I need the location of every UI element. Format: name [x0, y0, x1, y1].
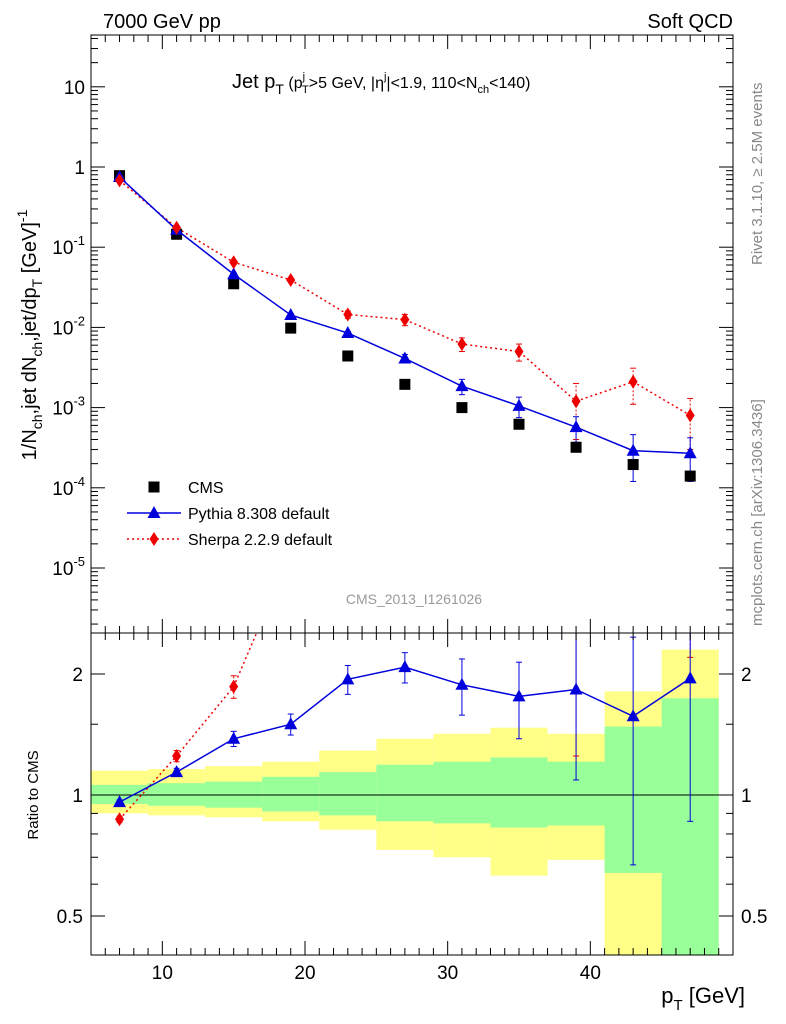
- y-tick-label: 10-2: [52, 313, 85, 339]
- pythia-ratio-point: [512, 689, 526, 702]
- pythia-point: [626, 443, 640, 456]
- main-plot-panel: 10 1 10-1 10-2 10-3 10-4 10-5 Jet pT (pj T>5 Ge…: [14, 34, 734, 634]
- ratio-plot-frame: [90, 632, 734, 956]
- sherpa-point: [286, 272, 296, 287]
- sherpa-ratio-point: [686, 484, 695, 498]
- ratio-band-inner: [148, 783, 206, 806]
- ratio-y-axis-label: Ratio to CMS: [25, 750, 42, 839]
- cms-point: [570, 441, 582, 453]
- sherpa-point: [172, 220, 182, 235]
- ratio-plot-panel: 0.5 0.5 1 1 2 2 10 20 30 40 Ratio to CMS: [25, 464, 767, 984]
- sherpa-point: [571, 394, 581, 409]
- y-tick-label: 1: [74, 158, 85, 179]
- sherpa-point: [628, 374, 638, 389]
- y-tick-label: 10: [64, 78, 85, 99]
- legend-marker: [149, 532, 159, 546]
- cms-point: [456, 402, 468, 414]
- ratio-y-tick-label-right: 2: [741, 665, 752, 686]
- analysis-label: CMS_2013_I1261026: [346, 591, 482, 607]
- sherpa-ratio-point: [172, 749, 182, 764]
- pythia-point: [683, 446, 697, 459]
- pythia-ratio-point: [626, 709, 640, 722]
- energy-label: 7000 GeV pp: [103, 11, 221, 33]
- sherpa-ratio-point: [115, 812, 125, 827]
- y-tick-label: 10-1: [52, 233, 85, 259]
- cms-point: [228, 278, 240, 290]
- x-tick-label: 20: [294, 963, 315, 984]
- y-tick-label: 10-5: [52, 554, 85, 580]
- pythia-point: [227, 267, 241, 280]
- ratio-band-inner: [319, 772, 377, 816]
- ratio-y-tick-label: 1: [72, 786, 83, 807]
- pythia-point: [512, 398, 526, 411]
- cms-point: [399, 378, 411, 390]
- x-tick-label: 10: [152, 963, 173, 984]
- rivet-label: Rivet 3.1.10, ≥ 2.5M events: [749, 83, 766, 266]
- sherpa-point: [229, 255, 239, 270]
- pythia-ratio-point: [569, 682, 583, 695]
- pythia-point: [284, 307, 298, 320]
- pythia-point: [341, 326, 355, 339]
- sherpa-ratio-point: [400, 464, 409, 478]
- legend: CMS Pythia 8.308 default Sherpa 2.2.9 defa…: [127, 480, 333, 549]
- sherpa-point: [343, 307, 353, 322]
- plot-title: Jet pT (pj T>5 GeV, |ηj|<1.9, 110<Nch<140…: [232, 71, 530, 97]
- cms-point: [285, 322, 297, 334]
- sherpa-ratio-point: [229, 679, 239, 694]
- x-axis-label: pT [GeV]: [661, 983, 745, 1014]
- pythia-ratio-point: [398, 660, 412, 673]
- sherpa-point: [400, 312, 410, 327]
- y-tick-label: 10-3: [52, 394, 85, 420]
- sherpa-point: [514, 344, 524, 359]
- pythia-ratio-point: [227, 731, 241, 744]
- category-label: Soft QCD: [647, 11, 733, 33]
- pythia-ratio-point: [113, 795, 127, 808]
- sherpa-ratio-point: [572, 557, 581, 571]
- sherpa-point: [457, 337, 467, 352]
- pythia-ratio-point: [683, 671, 697, 684]
- ratio-band-inner: [262, 776, 320, 812]
- pythia-ratio-point: [284, 717, 298, 730]
- pythia-point: [398, 351, 412, 364]
- pythia-ratio-point: [170, 765, 184, 778]
- sherpa-ratio-line: [118, 633, 258, 820]
- ratio-band-inner: [91, 784, 149, 804]
- mcplots-label: mcplots.cern.ch [arXiv:1306.3436]: [749, 399, 766, 626]
- legend-marker: [147, 506, 161, 518]
- ratio-y-tick-label: 2: [72, 665, 83, 686]
- ratio-y-tick-label-right: 0.5: [741, 907, 767, 928]
- legend-marker: [148, 481, 160, 493]
- x-tick-label: 30: [437, 963, 458, 984]
- main-y-axis-label: 1/Nch,jet dNch,jet/dpT [GeV]-1: [14, 209, 45, 460]
- cms-point: [684, 470, 696, 482]
- ratio-band-inner: [490, 757, 548, 828]
- pythia-point: [455, 379, 469, 392]
- sherpa-ratio-point: [457, 469, 466, 483]
- ratio-y-tick-label: 0.5: [57, 907, 83, 928]
- cms-point: [342, 350, 354, 362]
- y-tick-label: 10-4: [52, 474, 85, 500]
- ratio-band-inner: [433, 761, 491, 824]
- legend-label: Sherpa 2.2.9 default: [188, 532, 333, 549]
- cms-point: [627, 459, 639, 471]
- ratio-y-tick-label-right: 1: [741, 786, 752, 807]
- legend-label: Pythia 8.308 default: [188, 506, 330, 523]
- pythia-point: [569, 420, 583, 433]
- sherpa-point: [685, 408, 695, 423]
- legend-label: CMS: [188, 480, 224, 497]
- pythia-ratio-point: [341, 672, 355, 685]
- ratio-band-inner: [376, 764, 434, 822]
- pythia-ratio-point: [455, 677, 469, 690]
- sherpa-point: [115, 173, 125, 188]
- cms-point: [513, 418, 525, 430]
- x-tick-label: 40: [580, 963, 601, 984]
